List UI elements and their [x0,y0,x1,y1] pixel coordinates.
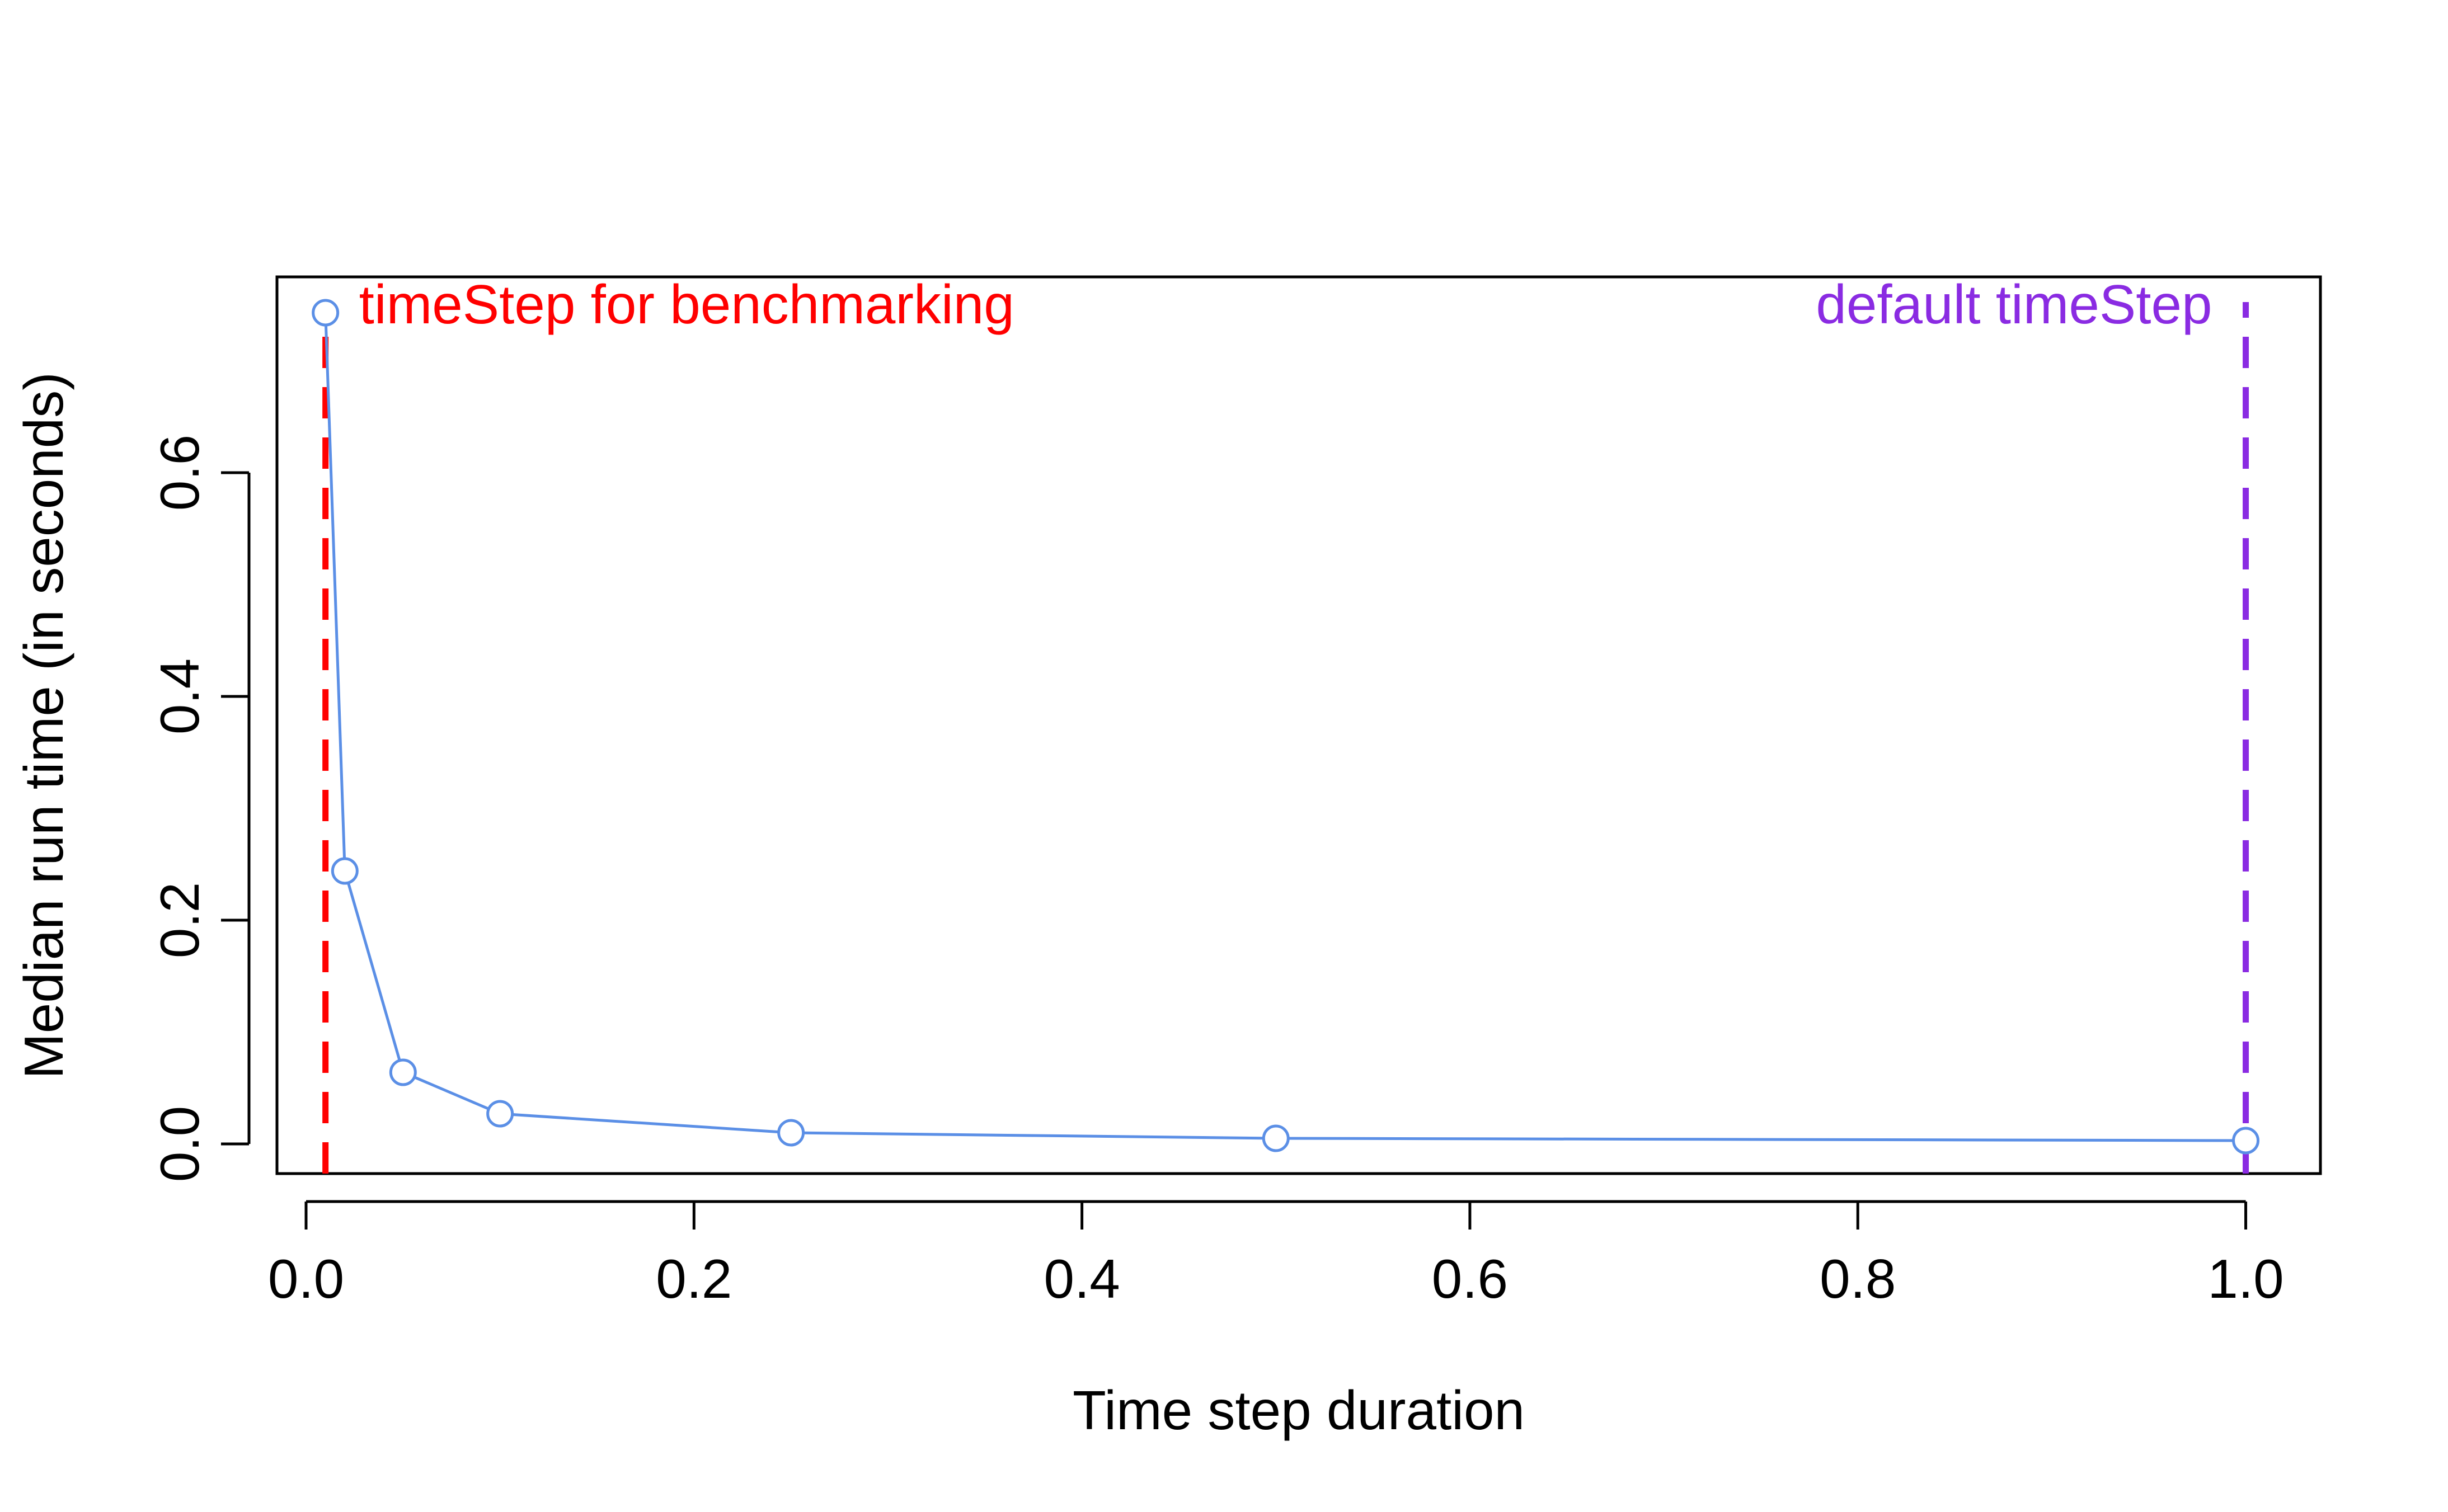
x-axis-label: Time step duration [1073,1379,1525,1441]
plot-frame [275,275,2322,1175]
data-point [389,1058,417,1086]
y-tick-label: 0.0 [149,1106,210,1182]
y-axis-label: Median run time (in seconds) [13,372,74,1079]
y-tick-label: 0.2 [149,882,210,958]
data-point [312,299,340,327]
x-tick-label: 0.0 [268,1248,344,1310]
y-tick-label: 0.4 [149,658,210,734]
x-tick-label: 0.8 [1820,1248,1896,1310]
data-point [1262,1124,1290,1152]
reference-line-label: timeStep for benchmarking [359,274,1014,335]
reference-lines: timeStep for benchmarking default timeSte… [322,274,2249,1174]
data-point [777,1119,805,1147]
x-tick-label: 1.0 [2207,1248,2283,1310]
series-line [324,312,2246,1142]
data-point [2232,1127,2260,1155]
x-tick-label: 0.6 [1432,1248,1508,1310]
data-point [331,857,359,885]
reference-line-label: default timeStep [1816,274,2212,335]
data-point [486,1100,514,1128]
x-axis: 0.0 0.2 0.4 0.6 0.8 1.0 [268,1200,2284,1310]
series-group [312,299,2260,1155]
y-tick-label: 0.6 [149,435,210,511]
x-tick-label: 0.4 [1044,1248,1120,1310]
y-axis: 0.0 0.2 0.4 0.6 [149,435,251,1182]
x-tick-label: 0.2 [656,1248,732,1310]
